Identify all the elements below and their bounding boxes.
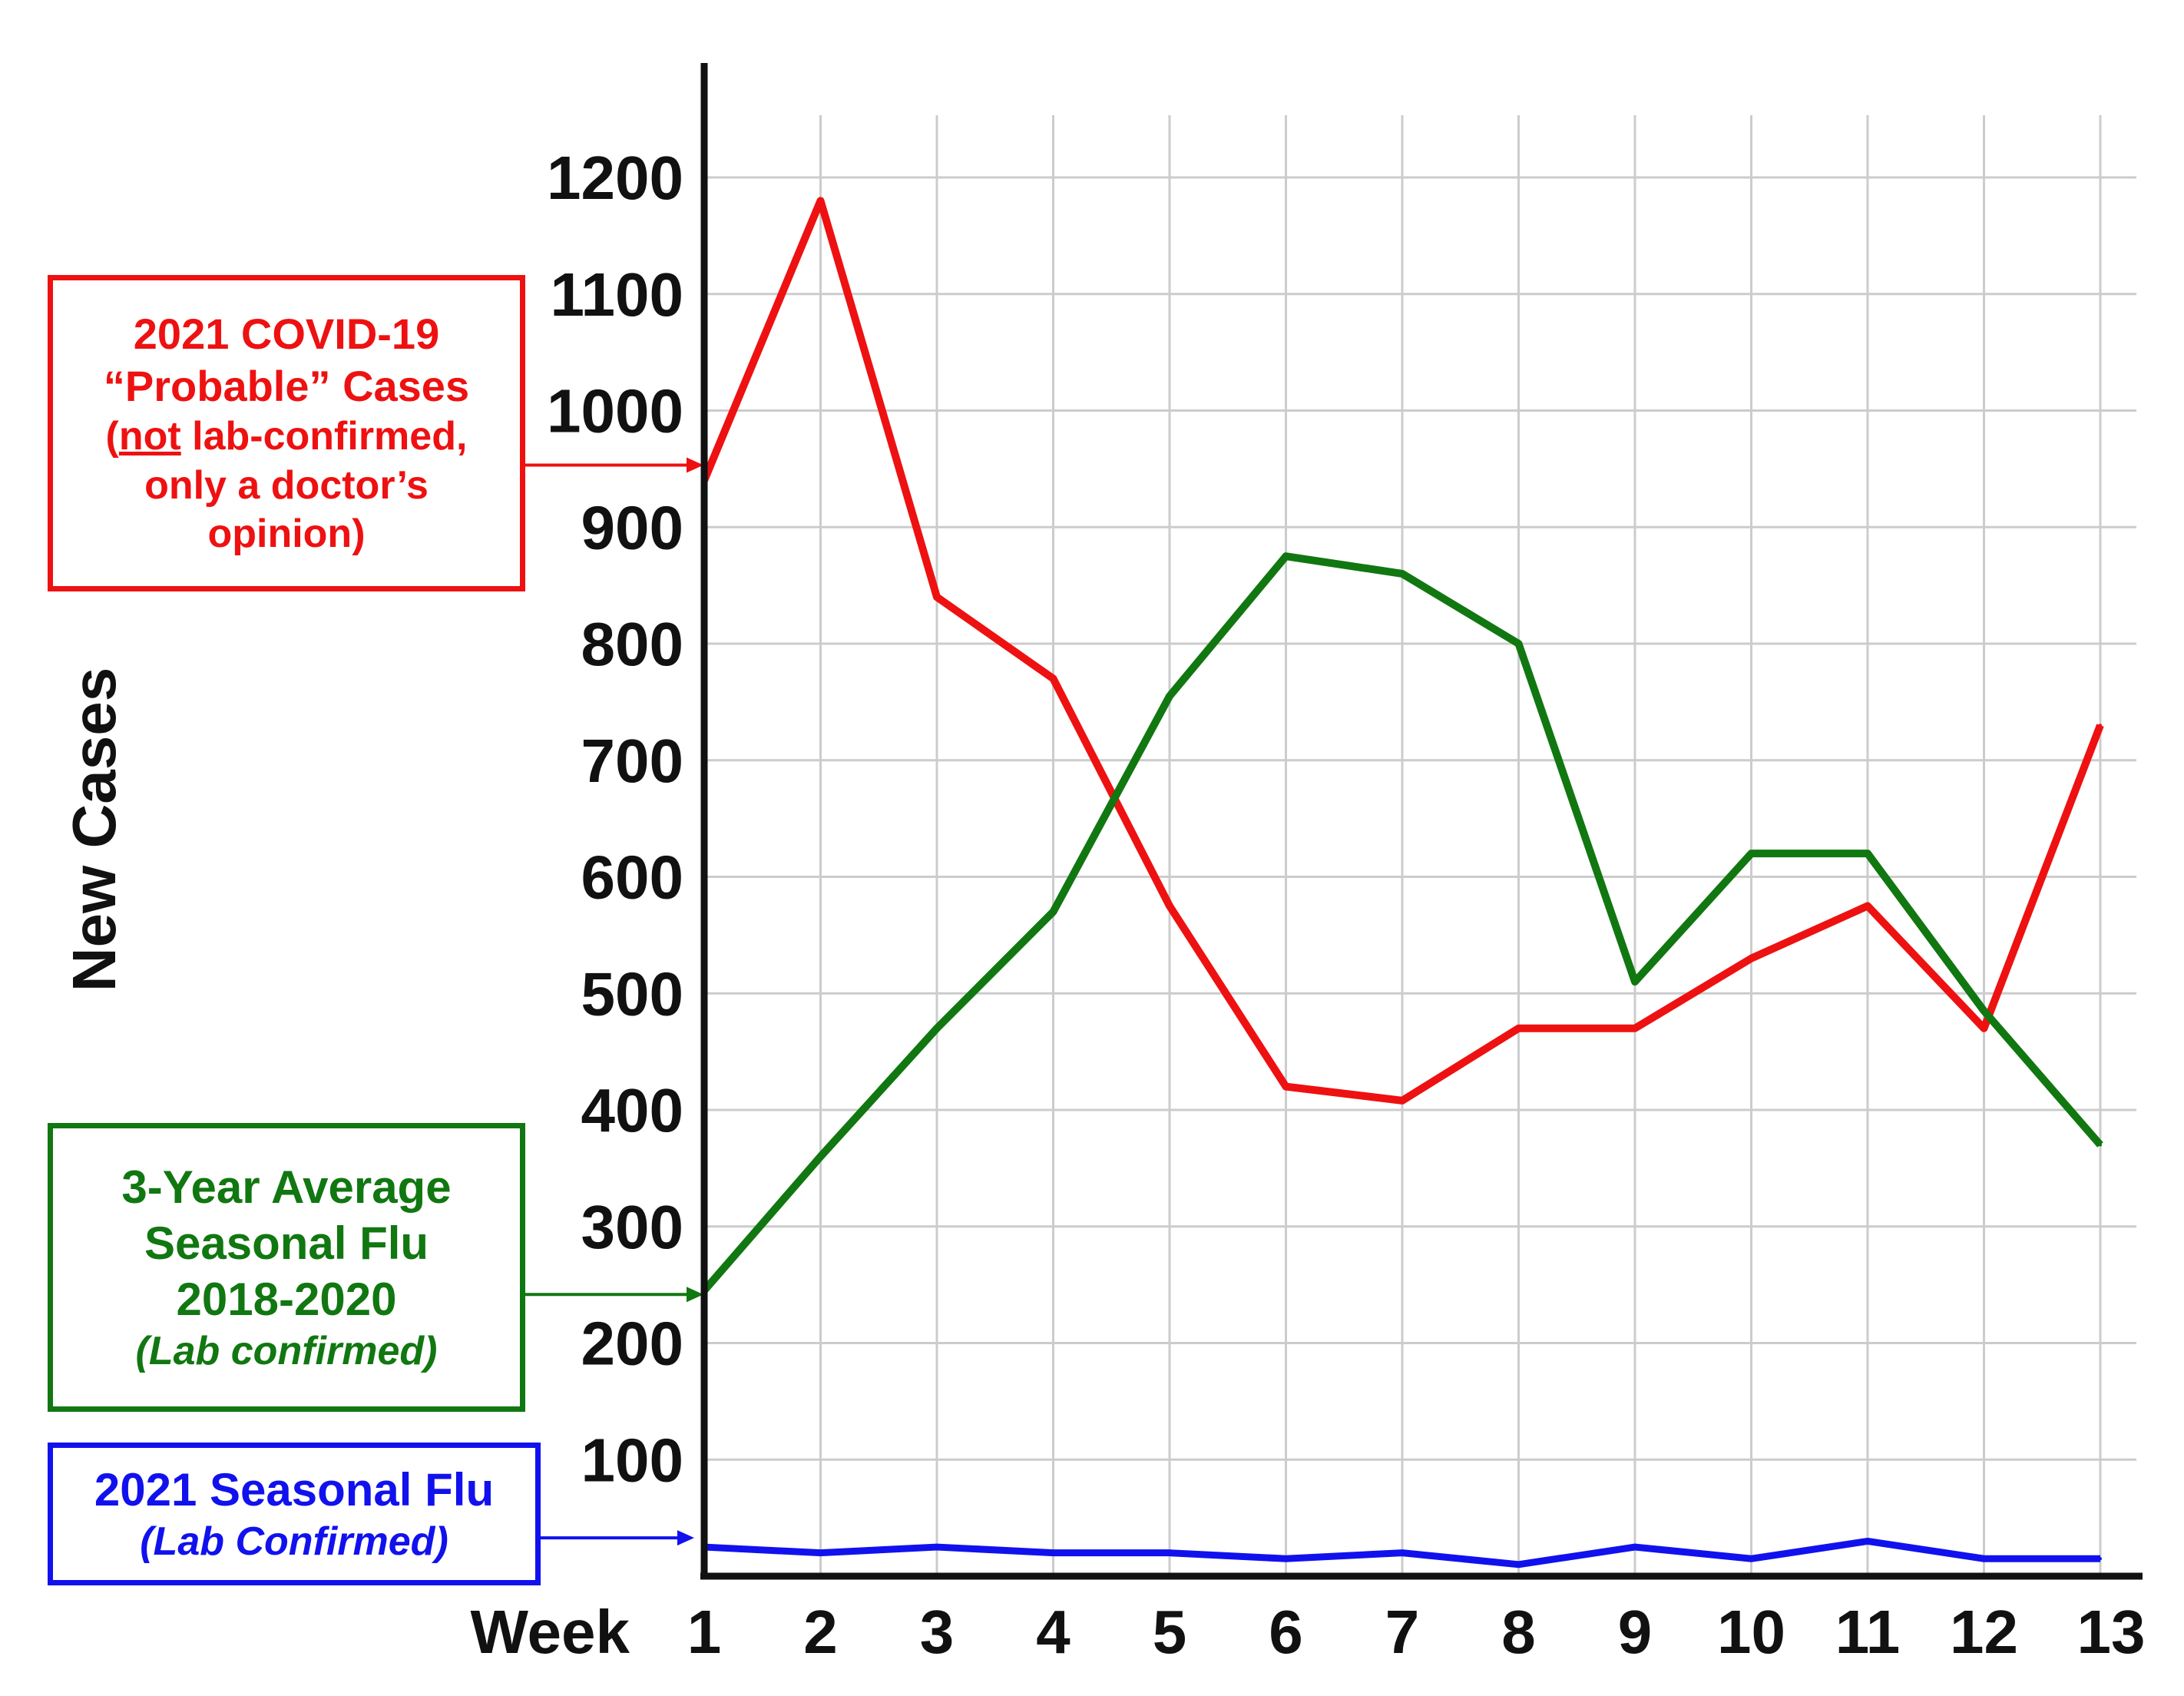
x-axis-ticks: 1 2 3 4 5 6 7 8 9 10 11 12 13 xyxy=(687,1598,2146,1666)
data-point xyxy=(935,595,938,599)
arrow-avgflu-head xyxy=(687,1287,703,1303)
x-axis-label: Week xyxy=(470,1598,630,1666)
data-point xyxy=(1168,694,1171,698)
data-point xyxy=(935,1026,938,1030)
data-point xyxy=(1517,1562,1521,1566)
data-point xyxy=(819,1154,822,1158)
y-tick-label: 200 xyxy=(581,1310,683,1378)
legend-covid-probable: 2021 COVID-19 “Probable” Cases (not lab-… xyxy=(48,275,525,591)
data-point xyxy=(2099,1557,2102,1561)
legend-arrows xyxy=(525,457,703,1546)
legend-avgflu-line4: (Lab confirmed) xyxy=(135,1329,438,1374)
x-tick-label: 5 xyxy=(1153,1598,1187,1666)
x-tick-label: 9 xyxy=(1618,1598,1653,1666)
data-point xyxy=(1982,1009,1986,1013)
data-point xyxy=(1051,1551,1055,1555)
y-tick-label: 1100 xyxy=(550,260,683,329)
x-tick-label: 6 xyxy=(1269,1598,1303,1666)
data-point xyxy=(1168,1551,1171,1555)
data-point xyxy=(1749,852,1753,856)
y-tick-label: 400 xyxy=(581,1076,683,1144)
legend-avgflu-line1: 3-Year Average xyxy=(121,1161,452,1213)
data-point xyxy=(1051,677,1055,681)
data-point xyxy=(2099,1143,2102,1147)
data-point xyxy=(1982,1557,1986,1561)
data-point xyxy=(1866,1539,1869,1543)
data-point xyxy=(1866,904,1869,908)
legend-covid-line1: 2021 COVID-19 xyxy=(133,309,440,358)
x-tick-label: 4 xyxy=(1036,1598,1070,1666)
x-tick-label: 13 xyxy=(2077,1598,2146,1666)
legend-covid-not: not xyxy=(118,414,181,459)
legend-flu2021-line1: 2021 Seasonal Flu xyxy=(94,1463,495,1515)
legend-avgflu-line2: Seasonal Flu xyxy=(144,1217,429,1269)
grid-lines xyxy=(703,115,2136,1576)
legend-flu2021-line2: (Lab Confirmed) xyxy=(140,1519,448,1564)
data-point xyxy=(1633,1545,1636,1549)
y-tick-label: 100 xyxy=(581,1426,683,1494)
legend-covid-rest: lab-confirmed, xyxy=(180,414,468,459)
data-point xyxy=(935,1545,938,1549)
data-point xyxy=(1284,1085,1288,1088)
data-point xyxy=(1633,1026,1636,1030)
data-point xyxy=(2099,724,2102,727)
x-tick-label: 8 xyxy=(1501,1598,1536,1666)
legend-avgflu-line3: 2018-2020 xyxy=(176,1273,397,1325)
legend-3yr-avg-flu: 3-Year Average Seasonal Flu 2018-2020 (L… xyxy=(48,1123,525,1412)
y-tick-label: 500 xyxy=(581,959,683,1028)
x-tick-label: 11 xyxy=(1835,1598,1901,1666)
legend-covid-paren: ( xyxy=(105,414,119,459)
data-point xyxy=(1517,642,1521,645)
y-tick-label: 700 xyxy=(581,727,683,795)
data-point xyxy=(1284,555,1288,558)
data-point xyxy=(1517,1026,1521,1030)
x-tick-label: 2 xyxy=(803,1598,838,1666)
data-point xyxy=(1401,1551,1404,1555)
data-point xyxy=(1051,910,1055,914)
legend-covid-line5: opinion) xyxy=(207,512,366,557)
data-point xyxy=(1866,852,1869,856)
x-tick-label: 10 xyxy=(1717,1598,1785,1666)
data-point xyxy=(1749,956,1753,960)
y-tick-label: 600 xyxy=(581,843,683,912)
x-tick-label: 12 xyxy=(1950,1598,2018,1666)
data-point xyxy=(1982,1026,1986,1030)
data-point xyxy=(1168,904,1171,908)
data-point xyxy=(1401,1098,1404,1102)
arrow-flu2021-head xyxy=(677,1530,694,1546)
legend-covid-line2: “Probable” Cases xyxy=(103,361,470,410)
arrow-covid-head xyxy=(687,457,703,473)
y-tick-label: 900 xyxy=(581,493,683,561)
data-point xyxy=(1284,1557,1288,1561)
y-axis-ticks: 100 200 300 400 500 600 700 800 900 1000 1100 1200 xyxy=(547,144,683,1494)
data-point xyxy=(819,1551,822,1555)
legend-2021-flu: 2021 Seasonal Flu (Lab Confirmed) xyxy=(48,1443,541,1585)
data-point xyxy=(1633,980,1636,984)
legend-covid-line3: (not lab-confirmed, xyxy=(106,412,468,461)
y-tick-label: 1200 xyxy=(547,144,683,212)
y-tick-label: 300 xyxy=(581,1193,683,1261)
series-lines xyxy=(700,197,2104,1568)
y-tick-label: 1000 xyxy=(547,377,683,446)
legend-covid-line4: only a doctor’s xyxy=(144,462,429,508)
x-tick-label: 1 xyxy=(687,1598,722,1666)
x-tick-label: 3 xyxy=(920,1598,955,1666)
x-tick-label: 7 xyxy=(1385,1598,1420,1666)
data-point xyxy=(1749,1557,1753,1561)
y-tick-label: 800 xyxy=(581,610,683,678)
data-point xyxy=(819,199,822,203)
y-axis-label: New Cases xyxy=(60,667,128,992)
data-point xyxy=(1401,571,1404,575)
